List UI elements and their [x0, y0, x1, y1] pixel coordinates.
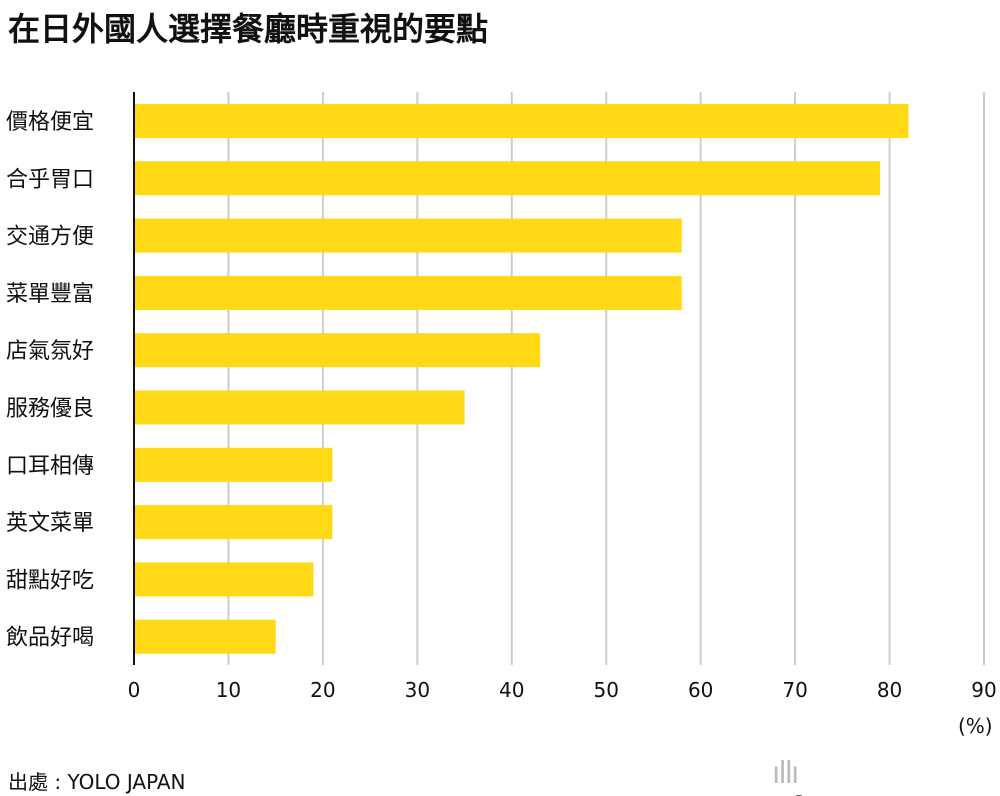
x-tick-label: 50	[593, 678, 618, 702]
x-axis-unit: (%)	[958, 714, 993, 738]
x-tick-label: 10	[216, 678, 241, 702]
x-tick-label: 60	[688, 678, 713, 702]
bar	[134, 218, 682, 253]
category-label: 英文菜單	[6, 511, 94, 536]
category-label: 服務優良	[6, 397, 94, 422]
bar	[134, 161, 881, 196]
bar	[134, 333, 541, 368]
bar	[134, 619, 276, 654]
bar	[134, 562, 314, 597]
x-tick-label: 40	[499, 678, 524, 702]
category-label: 店氣氛好	[6, 339, 94, 364]
category-label: 口耳相傳	[6, 454, 94, 479]
source-note: 出處 : YOLO JAPAN	[8, 770, 186, 794]
category-label: 合乎胃口	[6, 167, 94, 192]
x-tick-label: 30	[405, 678, 430, 702]
category-label: 菜單豐富	[6, 282, 94, 307]
chart-title: 在日外國人選擇餐廳時重視的要點	[8, 10, 489, 48]
bar	[134, 275, 682, 310]
x-tick-label: 70	[782, 678, 807, 702]
bar	[134, 447, 333, 482]
x-tick-label: 0	[128, 678, 141, 702]
bar	[134, 505, 333, 540]
category-label: 價格便宜	[6, 110, 94, 135]
bar	[134, 104, 909, 138]
bar	[134, 390, 465, 425]
nippon-logo: ıllı nippon.com	[772, 756, 969, 796]
category-label: 甜點好吃	[6, 568, 94, 593]
category-label: 飲品好喝	[6, 626, 94, 651]
x-tick-label: 90	[971, 678, 996, 702]
x-tick-label: 20	[310, 678, 335, 702]
x-tick-label: 80	[877, 678, 902, 702]
category-label: 交通方便	[6, 225, 94, 250]
